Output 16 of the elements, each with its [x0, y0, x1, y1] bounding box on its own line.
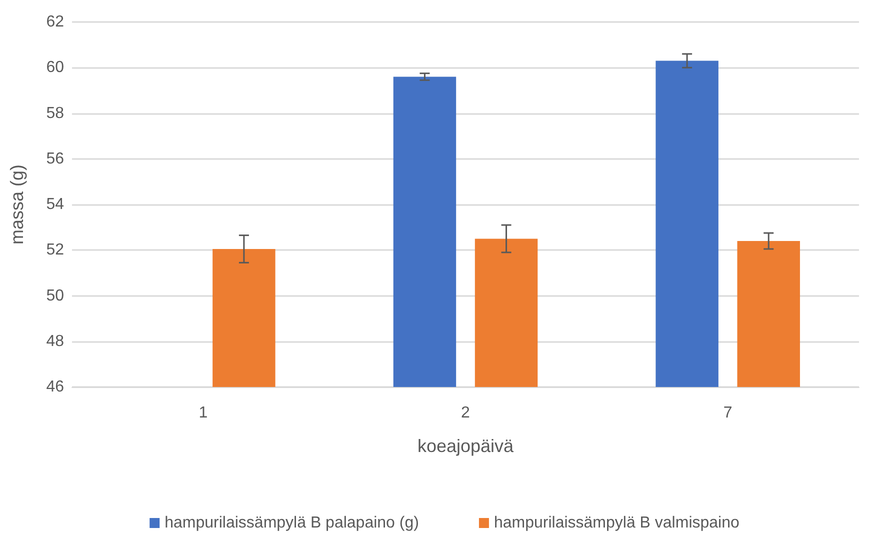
x-tick-label: 1 — [198, 404, 208, 422]
x-tick-label: 7 — [723, 404, 732, 422]
y-tick-label: 54 — [46, 196, 64, 213]
y-tick-label: 50 — [46, 287, 64, 304]
y-tick-label: 46 — [46, 378, 64, 396]
y-tick-label: 58 — [46, 104, 64, 122]
y-axis-title: massa (g) — [7, 164, 27, 245]
legend-label: hampurilaissämpylä B palapaino (g) — [164, 514, 419, 532]
y-tick-label: 62 — [46, 14, 64, 30]
legend-label: hampurilaissämpylä B valmispaino — [494, 514, 740, 532]
y-tick-label: 60 — [46, 59, 64, 76]
x-axis-title: koeajopäivä — [417, 436, 515, 456]
x-tick-label: 2 — [461, 404, 470, 422]
y-tick-label: 56 — [46, 150, 64, 168]
y-tick-label: 48 — [46, 332, 64, 350]
y-tick-label: 52 — [46, 242, 64, 259]
